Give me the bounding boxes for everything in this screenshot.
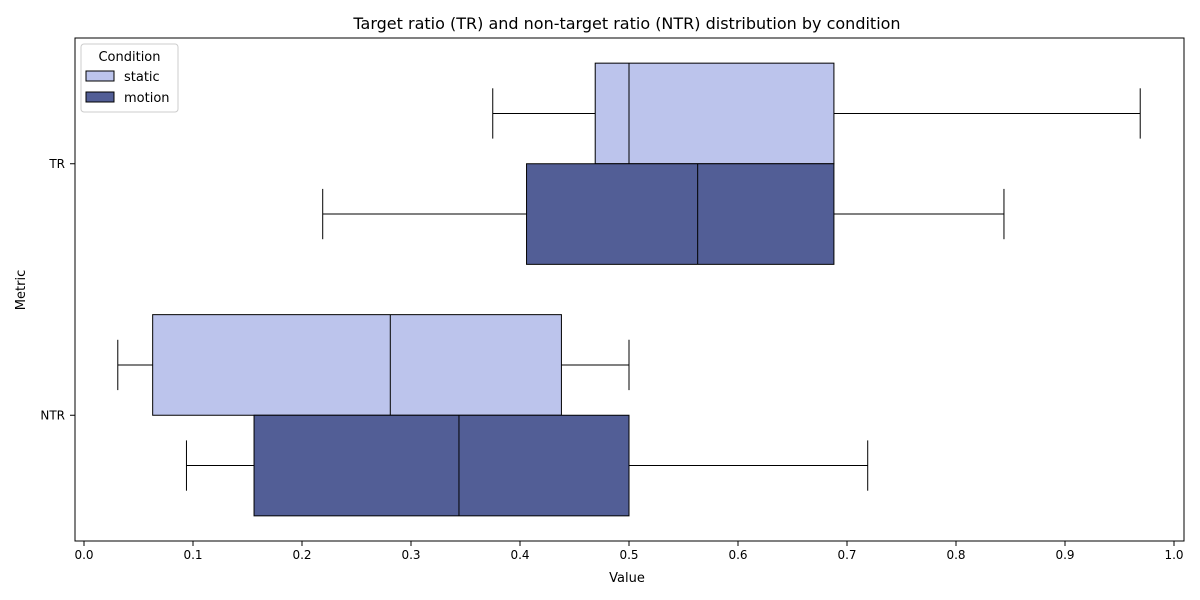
legend-label-motion: motion [124,91,170,106]
legend-label-static: static [124,70,160,85]
y-tick-label: TR [48,157,65,171]
plot-area [117,62,1141,517]
box-static-TR [492,62,1141,165]
x-tick-label: 0.1 [183,548,202,562]
x-tick-label: 0.0 [74,548,93,562]
x-tick-label: 1.0 [1164,548,1183,562]
x-tick-label: 0.3 [401,548,420,562]
legend-swatch-static [85,70,115,82]
x-tick-label: 0.2 [292,548,311,562]
box-motion-TR [322,163,1005,265]
x-tick-label: 0.8 [946,548,965,562]
box-motion-NTR [185,414,869,517]
x-tick-label: 0.9 [1055,548,1074,562]
x-tick-label: 0.6 [728,548,747,562]
chart-title: Target ratio (TR) and non-target ratio (… [352,14,900,33]
y-axis-label: Metric [14,270,29,310]
box-iqr [594,62,835,165]
x-tick-label: 0.7 [837,548,856,562]
box-iqr [526,163,835,265]
x-tick-label: 0.4 [510,548,529,562]
box-iqr [152,314,562,416]
axes: 0.0 0.1 0.2 0.3 0.4 0.5 0.6 0.7 0.8 0.9 1.0 TR NTR [40,37,1185,562]
y-tick-label: NTR [40,408,65,422]
legend-title: Condition [98,50,160,65]
legend-swatch-motion [85,91,115,103]
box-iqr [253,414,630,517]
x-tick-label: 0.5 [619,548,638,562]
x-axis-label: Value [609,571,645,586]
box-static-NTR [117,314,630,416]
legend: Condition static motion [80,43,179,113]
